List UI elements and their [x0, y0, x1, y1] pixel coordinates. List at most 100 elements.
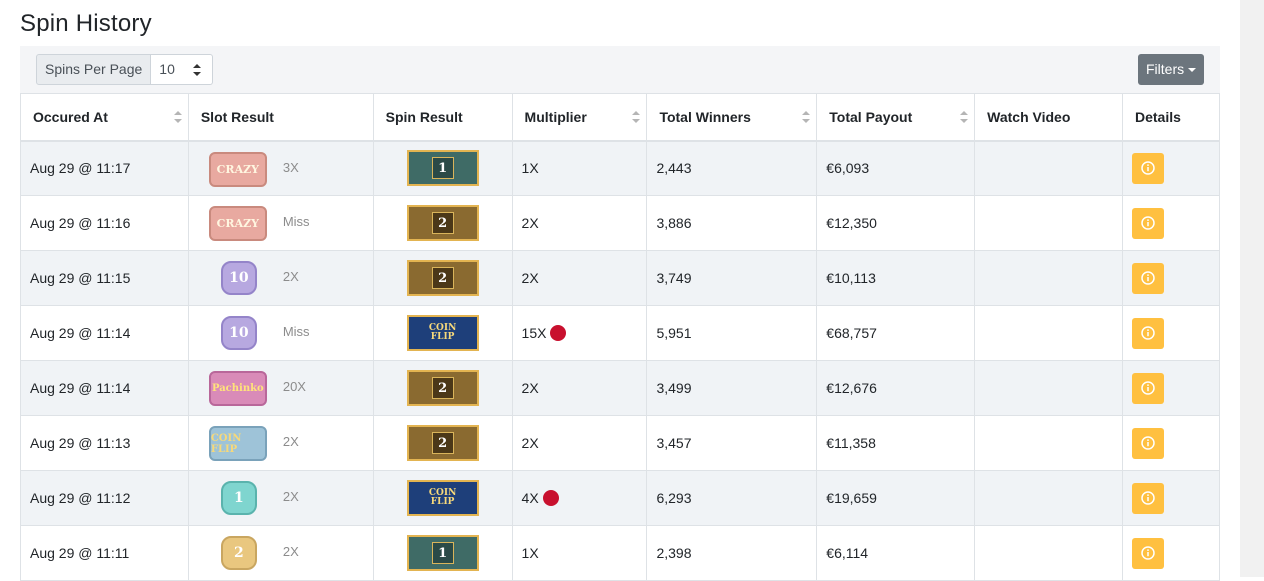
- cell-total-winners: 5,951: [646, 305, 818, 361]
- cell-details: [1122, 415, 1220, 471]
- cell-occured-at: Aug 29 @ 11:12: [20, 470, 189, 526]
- details-button[interactable]: [1132, 262, 1164, 294]
- cell-multiplier: 1X: [511, 140, 648, 196]
- column-header-label: Total Payout: [829, 108, 913, 125]
- multiplier-value: 1X: [521, 545, 539, 561]
- details-button[interactable]: [1132, 152, 1164, 184]
- cell-slot-result: Pachinko 20X: [187, 360, 374, 416]
- column-header-multiplier[interactable]: Multiplier: [511, 93, 648, 142]
- two-spin-icon: 2: [406, 370, 479, 406]
- slot-multiplier: 2X: [282, 434, 299, 449]
- details-button[interactable]: [1132, 537, 1164, 569]
- spins-per-page-select[interactable]: 10: [151, 54, 214, 85]
- cell-total-payout: €12,350: [816, 195, 976, 251]
- table-row: Aug 29 @ 11:11 2 2X 1 1X 2,398 €6,114: [20, 525, 1220, 581]
- slot-multiplier: 2X: [282, 489, 299, 504]
- cell-total-payout: €11,358: [816, 415, 976, 471]
- table-header-row: Occured At Slot Result Spin Result Multipli…: [20, 93, 1220, 142]
- cell-spin-result: 1: [372, 140, 513, 196]
- cell-total-winners: 3,749: [646, 250, 818, 306]
- one-spin-icon: 1: [406, 535, 479, 571]
- column-header-total-payout[interactable]: Total Payout: [816, 93, 976, 142]
- info-icon: [1141, 326, 1155, 340]
- dropdown-caret-icon: [1188, 68, 1196, 72]
- cell-watch-video: [974, 305, 1123, 361]
- cell-spin-result: COIN FLIP: [372, 470, 513, 526]
- table-body: Aug 29 @ 11:17 CRAZY 3X 1 1X 2,443 €6,09…: [20, 140, 1220, 581]
- sort-arrows-icon[interactable]: [802, 110, 811, 124]
- two-spin-icon: 2: [406, 425, 479, 461]
- cell-occured-at: Aug 29 @ 11:17: [20, 140, 189, 196]
- spin-history-table: Occured At Slot Result Spin Result Multipli…: [20, 93, 1220, 581]
- details-button[interactable]: [1132, 317, 1164, 349]
- cell-total-payout: €10,113: [816, 250, 976, 306]
- info-icon: [1141, 381, 1155, 395]
- info-icon: [1141, 436, 1155, 450]
- spin-number-badge: 2: [431, 432, 454, 454]
- cell-watch-video: [974, 525, 1123, 581]
- cell-details: [1122, 195, 1220, 251]
- crazy-time-icon: CRAZY: [208, 206, 267, 241]
- details-button[interactable]: [1132, 427, 1164, 459]
- one-spin-icon: 1: [406, 150, 479, 187]
- table-row: Aug 29 @ 11:15 10 2X 2 2X 3,749 €10,113: [20, 250, 1220, 306]
- cell-spin-result: 2: [372, 195, 513, 251]
- cell-slot-result: CRAZY Miss: [187, 195, 374, 251]
- one-icon: 1: [220, 481, 257, 515]
- table-row: Aug 29 @ 11:17 CRAZY 3X 1 1X 2,443 €6,09…: [20, 140, 1220, 196]
- select-caret-icon: [193, 64, 202, 76]
- spin-number-badge: 2: [431, 212, 454, 234]
- info-icon: [1141, 161, 1155, 175]
- slot-multiplier: Miss: [282, 324, 310, 339]
- cell-slot-result: COIN FLIP 2X: [187, 415, 374, 471]
- multiplier-value: 2X: [521, 380, 539, 396]
- slot-icon-label: CRAZY: [216, 217, 259, 230]
- slot-icon-label: COIN FLIP: [210, 432, 242, 455]
- pachinko-icon: Pachinko: [208, 371, 267, 406]
- column-header-label: Watch Video: [987, 108, 1071, 125]
- cell-multiplier: 2X: [511, 195, 648, 251]
- info-icon: [1141, 546, 1155, 560]
- table-row: Aug 29 @ 11:14 Pachinko 20X 2 2X 3,499 €…: [20, 360, 1220, 416]
- sort-arrows-icon[interactable]: [173, 110, 182, 124]
- cell-total-winners: 3,457: [646, 415, 818, 471]
- cell-spin-result: 2: [372, 250, 513, 306]
- table-row: Aug 29 @ 11:14 10 Miss COIN FLIP 15X 5,9…: [20, 305, 1220, 361]
- filters-button-label: Filters: [1146, 61, 1185, 77]
- slot-icon-label: 10: [229, 270, 249, 286]
- coin-flip-label: COIN FLIP: [428, 488, 457, 507]
- filters-button[interactable]: Filters: [1138, 54, 1204, 85]
- column-header-occured-at[interactable]: Occured At: [20, 93, 189, 142]
- column-header-details: Details: [1122, 93, 1220, 142]
- cell-slot-result: 10 2X: [187, 250, 374, 306]
- page-scrollbar[interactable]: [1240, 0, 1264, 577]
- column-header-label: Spin Result: [385, 108, 463, 125]
- sort-arrows-icon[interactable]: [960, 110, 969, 124]
- cell-total-payout: €68,757: [816, 305, 976, 361]
- spins-per-page-label: Spins Per Page: [36, 54, 152, 85]
- cell-multiplier: 2X: [511, 415, 648, 471]
- details-button[interactable]: [1132, 482, 1164, 514]
- cell-watch-video: [974, 250, 1123, 306]
- coin-flip-spin-icon: COIN FLIP: [406, 480, 479, 516]
- cell-spin-result: 2: [372, 360, 513, 416]
- info-icon: [1141, 216, 1155, 230]
- cell-details: [1122, 525, 1220, 581]
- spins-per-page-group: Spins Per Page 10: [36, 54, 214, 85]
- sort-arrows-icon[interactable]: [632, 110, 641, 124]
- cell-slot-result: 1 2X: [187, 470, 374, 526]
- details-button[interactable]: [1132, 207, 1164, 239]
- details-button[interactable]: [1132, 372, 1164, 404]
- slot-multiplier: 2X: [282, 269, 299, 284]
- slot-icon-label: 2: [233, 545, 244, 561]
- spin-number-badge: 2: [431, 377, 454, 399]
- column-header-slot-result: Slot Result: [187, 93, 374, 142]
- cell-spin-result: 1: [372, 525, 513, 581]
- slot-icon-label: 10: [229, 325, 249, 341]
- column-header-total-winners[interactable]: Total Winners: [646, 93, 818, 142]
- crazy-time-icon: CRAZY: [208, 151, 267, 187]
- cell-total-winners: 6,293: [646, 470, 818, 526]
- table-row: Aug 29 @ 11:12 1 2X COIN FLIP 4X 6,293 €…: [20, 470, 1220, 526]
- cell-total-winners: 3,499: [646, 360, 818, 416]
- two-spin-icon: 2: [406, 205, 479, 241]
